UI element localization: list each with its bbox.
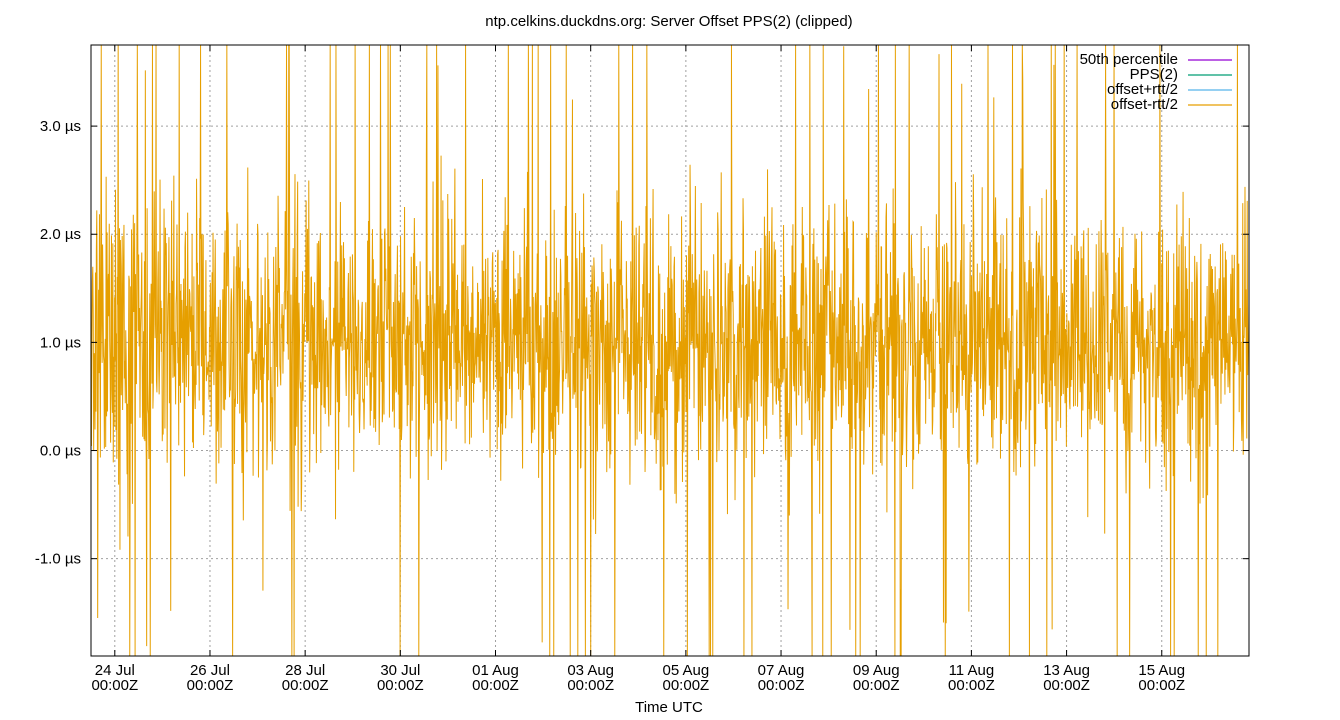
- legend: 50th percentilePPS(2)offset+rtt/2offset-…: [1080, 51, 1232, 113]
- x-tick-label-time: 00:00Z: [282, 677, 329, 694]
- x-axis-label: Time UTC: [635, 699, 703, 716]
- x-tick-label-time: 00:00Z: [1138, 677, 1185, 694]
- x-tick-label: 11 Aug: [949, 662, 995, 679]
- legend-label: PPS(2): [1130, 66, 1178, 83]
- x-tick-label-time: 00:00Z: [187, 677, 234, 694]
- x-tick-label: 07 Aug: [758, 662, 805, 679]
- x-tick-label-time: 00:00Z: [91, 677, 138, 694]
- x-tick-label: 24 Jul: [95, 662, 135, 679]
- y-axis: -1.0 µs 0.0 µs 1.0 µs 2.0 µs 3.0 µs: [35, 118, 1249, 568]
- x-tick-label: 13 Aug: [1043, 662, 1090, 679]
- x-tick-label: 05 Aug: [663, 662, 710, 679]
- x-tick-label-time: 00:00Z: [758, 677, 805, 694]
- x-tick-label: 28 Jul: [285, 662, 325, 679]
- x-tick-label: 15 Aug: [1138, 662, 1185, 679]
- x-tick-label: 30 Jul: [380, 662, 420, 679]
- x-tick-label-time: 00:00Z: [567, 677, 614, 694]
- legend-label: 50th percentile: [1080, 51, 1178, 68]
- y-tick-label: 1.0 µs: [40, 334, 81, 351]
- x-tick-label-time: 00:00Z: [472, 677, 519, 694]
- x-tick-label-time: 00:00Z: [853, 677, 900, 694]
- x-tick-label: 09 Aug: [853, 662, 900, 679]
- series-layer: [90, 44, 1250, 657]
- y-tick-label: -1.0 µs: [35, 551, 81, 568]
- x-tick-label-time: 00:00Z: [948, 677, 995, 694]
- legend-label: offset-rtt/2: [1111, 96, 1178, 113]
- x-tick-label: 01 Aug: [472, 662, 519, 679]
- y-tick-label: 3.0 µs: [40, 118, 81, 135]
- x-tick-label-time: 00:00Z: [377, 677, 424, 694]
- series-line-3: [90, 44, 1250, 657]
- x-tick-label: 03 Aug: [567, 662, 614, 679]
- y-tick-label: 0.0 µs: [40, 443, 81, 460]
- legend-label: offset+rtt/2: [1107, 81, 1178, 98]
- y-tick-label: 2.0 µs: [40, 226, 81, 243]
- x-tick-label-time: 00:00Z: [1043, 677, 1090, 694]
- plot-frame: [90, 44, 1250, 657]
- x-tick-label: 26 Jul: [190, 662, 230, 679]
- chart-title: ntp.celkins.duckdns.org: Server Offset P…: [485, 13, 852, 30]
- x-tick-label-time: 00:00Z: [663, 677, 710, 694]
